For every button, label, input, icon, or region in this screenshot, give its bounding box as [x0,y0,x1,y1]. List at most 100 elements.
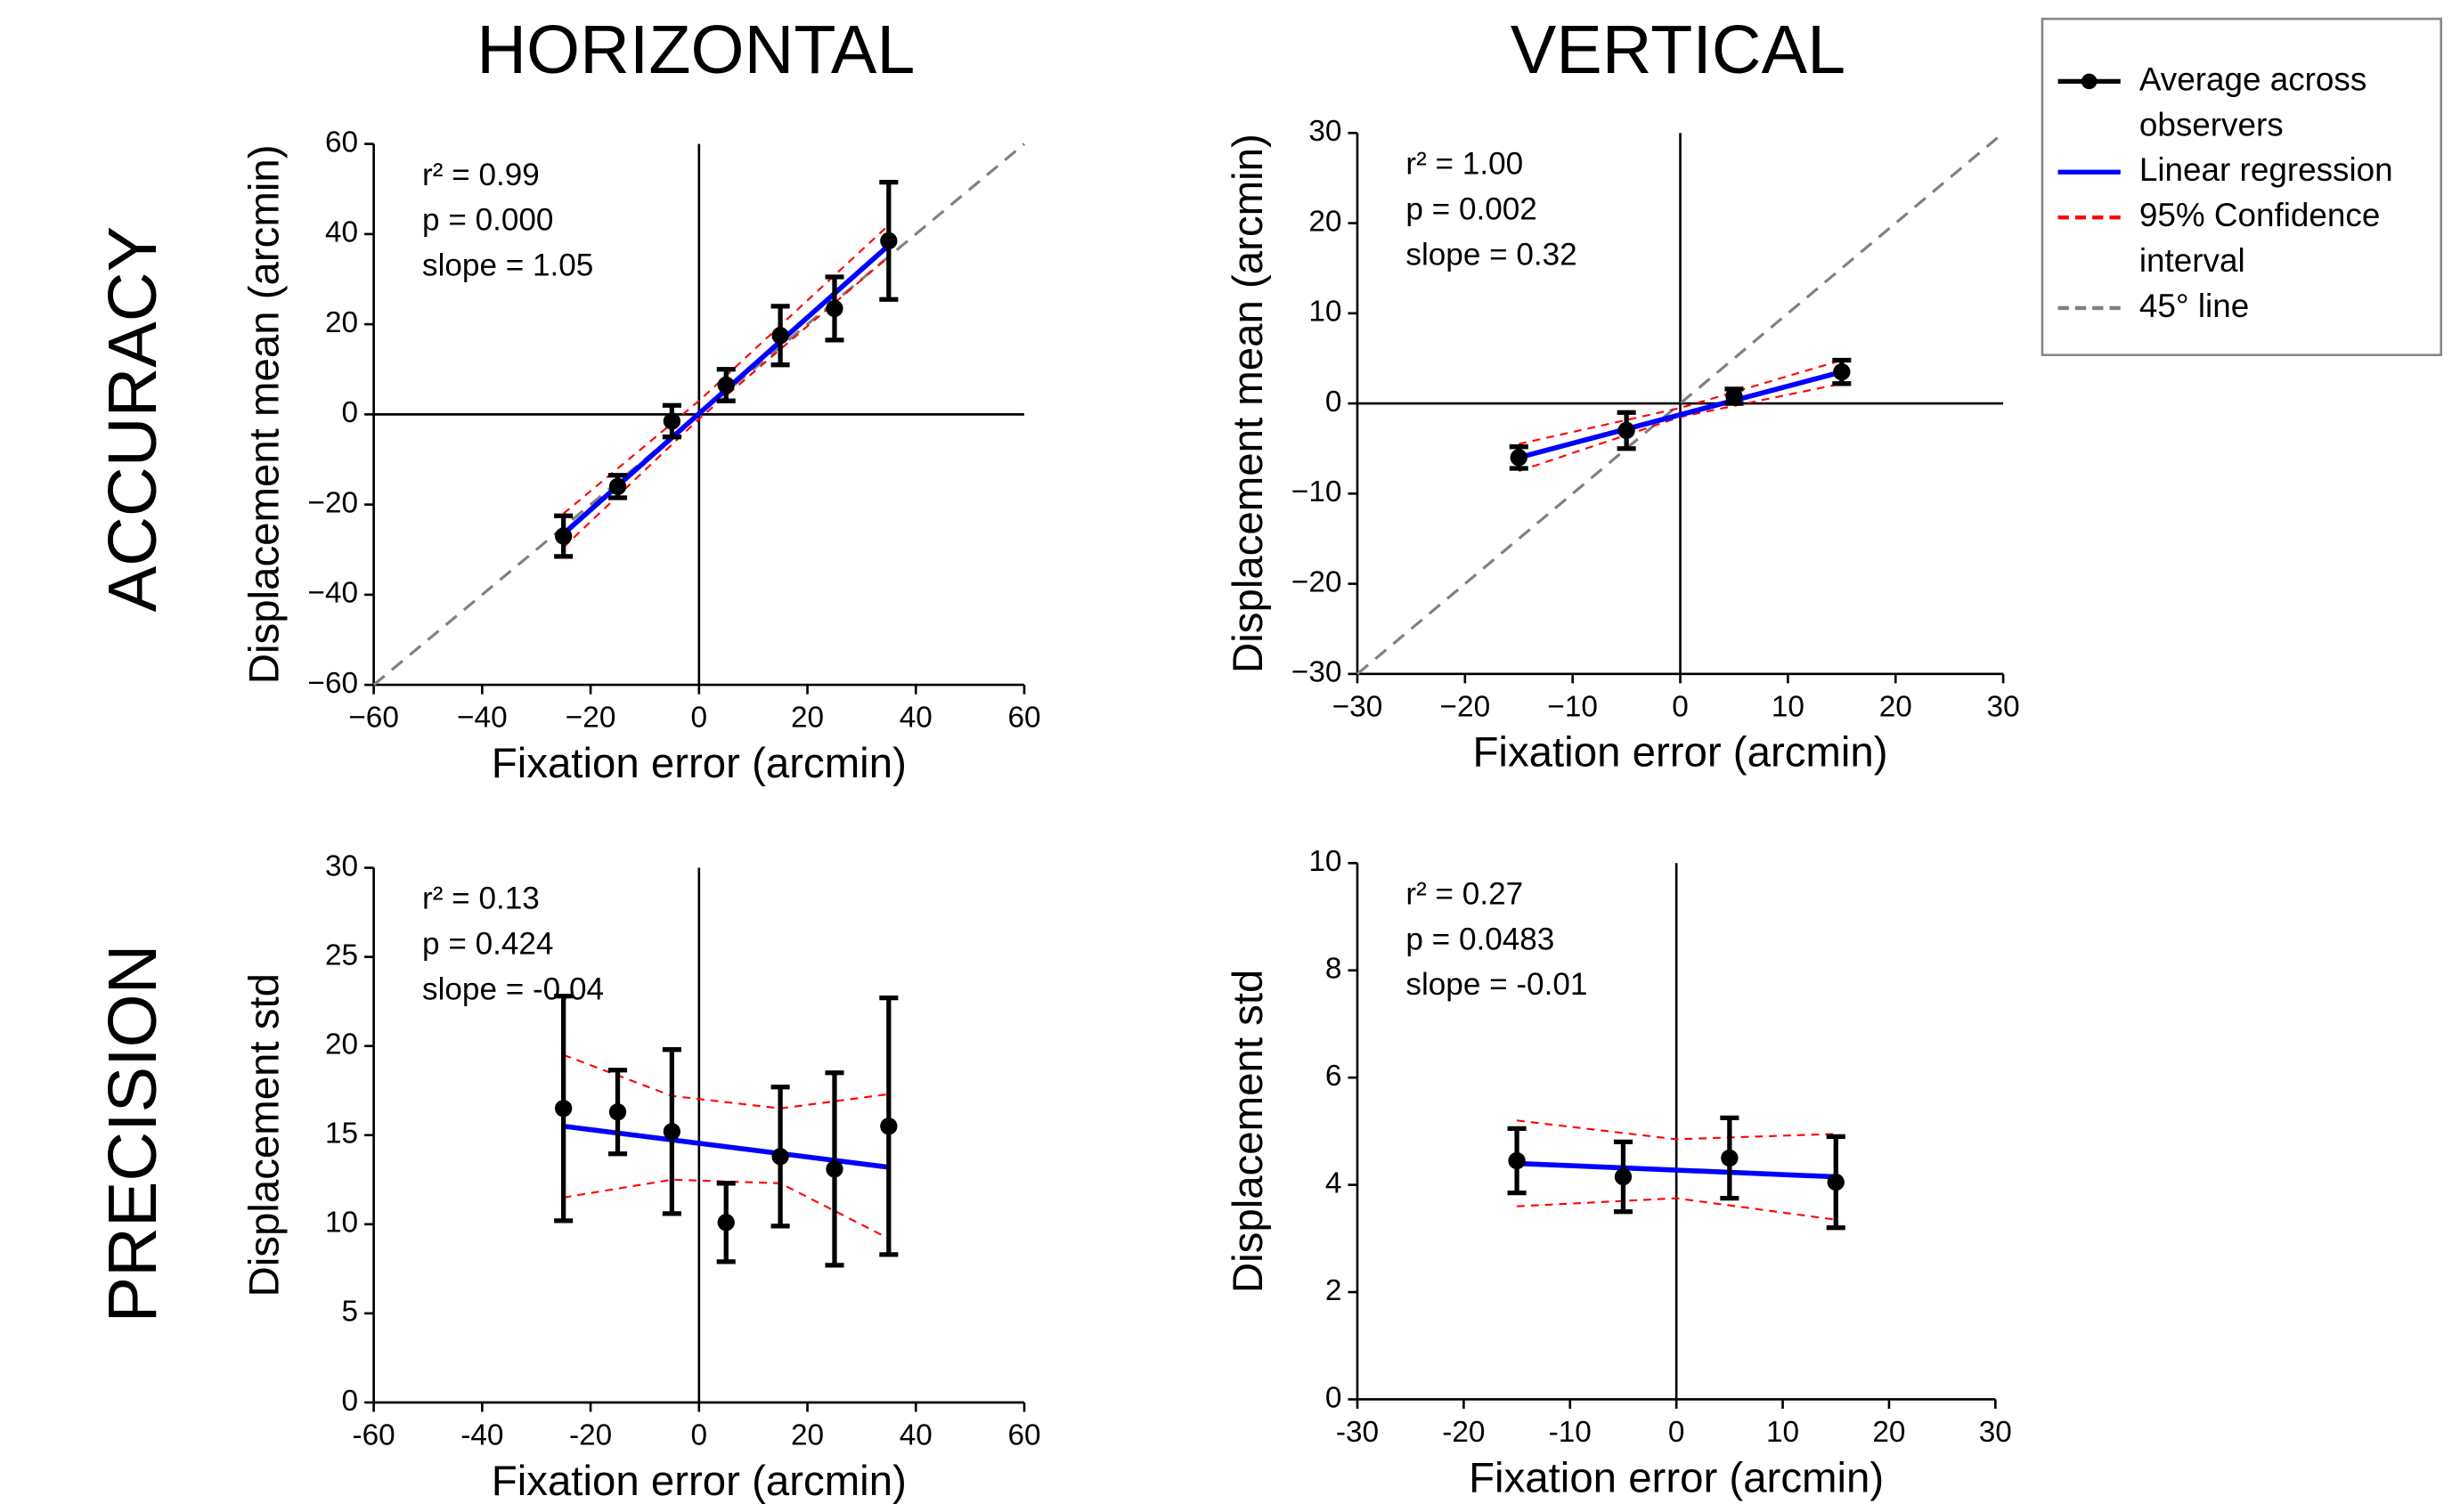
point [717,1214,735,1232]
y-axis-label: Displacement std [241,973,289,1297]
x-tick-label: −20 [566,702,616,735]
y-tick-label: 10 [1308,296,1341,329]
x-tick-label: -20 [569,1419,612,1451]
annotation: p = 0.0483 [1405,922,1554,956]
x-tick-label: 20 [1872,1416,1905,1449]
y-tick-label: −20 [308,486,359,519]
x-tick-label: 0 [1672,690,1689,723]
row-title: ACCURACY [94,226,171,613]
x-tick-label: 0 [691,702,708,735]
y-tick-label: −10 [1291,476,1342,508]
x-tick-label: 30 [1987,690,2020,723]
point [717,376,735,394]
point [771,327,789,345]
y-tick-label: 60 [325,126,358,159]
legend-box [2041,17,2443,356]
x-tick-label: -10 [1549,1416,1592,1449]
y-tick-label: 8 [1325,953,1342,986]
point [826,299,843,318]
legend-label: 45° line [2139,288,2249,324]
point [1614,1167,1633,1186]
point [663,412,681,430]
legend-label: Linear regression [2139,151,2393,188]
point [1617,421,1635,440]
x-tick-label: 10 [1766,1416,1799,1449]
line-series [563,1053,889,1110]
point [608,477,627,496]
y-tick-label: 0 [342,396,359,429]
x-tick-label: −10 [1547,690,1598,723]
y-tick-label: 6 [1325,1060,1342,1093]
y-tick-label: 0 [1325,386,1342,419]
point [1725,387,1743,405]
y-tick-label: 2 [1325,1274,1342,1307]
line-series [1516,1160,1837,1180]
x-axis-label: Fixation error (arcmin) [492,740,907,787]
x-tick-label: 20 [791,702,824,735]
y-tick-label: 4 [1325,1167,1342,1199]
x-axis-label: Fixation error (arcmin) [1469,1454,1884,1501]
legend-label: Average across observers [2139,61,2366,142]
line-series [1517,1197,1837,1221]
row-title: PRECISION [94,945,171,1323]
point [771,1148,789,1166]
x-tick-label: −30 [1332,690,1383,723]
annotation: slope = -0.04 [422,972,604,1007]
point [1721,1149,1739,1167]
annotation: r² = 1.00 [1405,146,1523,181]
x-tick-label: −20 [1440,690,1491,723]
y-tick-label: 0 [1325,1381,1342,1414]
x-tick-label: -60 [353,1419,395,1451]
y-tick-label: 10 [325,1207,358,1240]
x-tick-label: 10 [1772,690,1804,723]
point [554,527,573,545]
y-tick-label: 0 [342,1385,359,1418]
y-axis-label: Displacement mean (arcmin) [241,144,289,684]
annotation: p = 0.002 [1405,191,1536,226]
legend-marker [2081,73,2098,90]
x-axis-label: Fixation error (arcmin) [492,1458,907,1505]
x-tick-label: 0 [1668,1416,1685,1449]
y-tick-label: 5 [342,1296,359,1329]
point [1510,449,1527,467]
x-tick-label: 60 [1007,1419,1040,1451]
point [1833,362,1851,381]
x-tick-label: -20 [1442,1416,1485,1449]
legend-label: 95% Confidence interval [2139,197,2381,279]
y-tick-label: 40 [325,216,358,249]
x-tick-label: -40 [460,1419,503,1451]
line-series [563,1123,890,1170]
y-axis-label: Displacement std [1225,970,1272,1293]
x-tick-label: 40 [900,702,933,735]
annotation: slope = -0.01 [1405,967,1587,1002]
annotation: r² = 0.99 [422,158,540,192]
x-tick-label: −40 [457,702,508,735]
point [826,1160,843,1178]
annotation: slope = 0.32 [1405,237,1576,272]
line-series [562,256,890,549]
column-title: HORIZONTAL [477,12,915,88]
y-axis-label: Displacement mean (arcmin) [1225,134,1272,673]
x-tick-label: 40 [900,1419,933,1451]
point [663,1123,681,1141]
y-tick-label: 10 [1308,845,1341,878]
annotation: r² = 0.27 [1405,876,1523,911]
line-series [1516,1119,1837,1141]
y-tick-label: 20 [325,1028,358,1061]
point [880,232,898,250]
column-title: VERTICAL [1511,12,1845,88]
y-tick-label: −40 [308,577,359,610]
annotation: slope = 1.05 [422,248,593,283]
line-series [1518,369,1843,460]
y-tick-label: 25 [325,939,358,971]
x-tick-label: 0 [691,1419,708,1451]
point [1827,1173,1845,1191]
x-tick-label: 30 [1979,1416,2012,1449]
annotation: p = 0.000 [422,203,553,238]
y-tick-label: −20 [1291,565,1342,598]
x-tick-label: -30 [1336,1416,1379,1449]
x-tick-label: 20 [791,1419,824,1451]
y-tick-label: 20 [1308,205,1341,238]
